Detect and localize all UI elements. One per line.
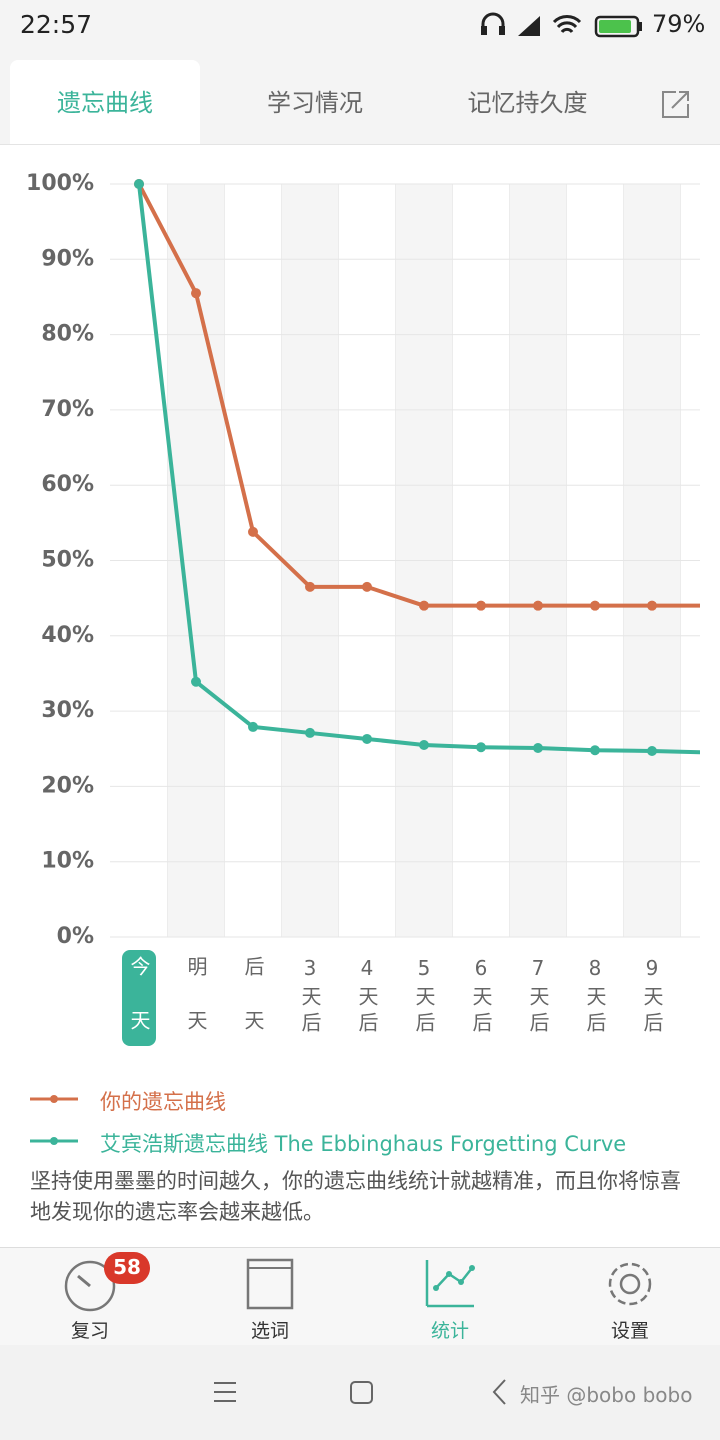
nav-item[interactable]: 统计: [430, 1320, 469, 1342]
tab[interactable]: 遗忘曲线: [10, 60, 200, 144]
badge: 58: [113, 1255, 141, 1279]
watermark: 知乎 @bobo bobo: [520, 1383, 693, 1407]
data-point: [647, 600, 657, 611]
y-tick-label: 100%: [26, 171, 94, 196]
tab[interactable]: 学习情况: [267, 89, 363, 117]
y-tick-label: 70%: [41, 397, 94, 422]
data-point: [476, 742, 486, 753]
y-tick-label: 80%: [41, 322, 94, 347]
legend-keys: [30, 1095, 78, 1145]
tab[interactable]: 记忆持久度: [467, 89, 588, 117]
nav-icons: [64, 1252, 652, 1312]
selected-day: [122, 950, 156, 1046]
data-point: [191, 288, 201, 299]
legend-label: 艾宾浩斯遗忘曲线 The Ebbinghaus Forgetting Curve: [100, 1132, 627, 1156]
x-tick-label[interactable]: 今天: [127, 956, 151, 1064]
y-tick-label: 0%: [57, 924, 94, 949]
data-point: [476, 600, 486, 611]
data-point: [590, 745, 600, 756]
x-tick-label[interactable]: 后天: [241, 956, 265, 1064]
nav-item[interactable]: 选词: [250, 1320, 289, 1342]
y-tick-label: 40%: [41, 623, 94, 648]
data-point: [305, 581, 315, 592]
status-bar: 22:57 79%: [0, 0, 720, 50]
x-tick-label[interactable]: 6天后: [469, 956, 493, 1038]
y-tick-label: 60%: [41, 472, 94, 497]
battery-level: 79%: [652, 10, 706, 38]
data-point: [305, 727, 315, 738]
data-point: [704, 601, 714, 611]
data-point: [590, 600, 600, 611]
legend-label: 你的遗忘曲线: [100, 1090, 226, 1114]
legend-key-dot: [50, 1137, 58, 1145]
system-buttons: [214, 1379, 506, 1405]
data-point: [248, 721, 258, 732]
data-point: [704, 748, 714, 758]
y-tick-label: 50%: [41, 548, 94, 573]
x-tick-label[interactable]: 7天后: [526, 956, 550, 1038]
x-tick-label[interactable]: 3天后: [298, 956, 322, 1038]
data-point: [533, 600, 543, 611]
data-point: [419, 600, 429, 611]
y-tick-label: 10%: [41, 849, 94, 874]
x-tick-label[interactable]: 5天后: [412, 956, 436, 1038]
y-tick-label: 90%: [41, 246, 94, 271]
x-tick-label[interactable]: 明天: [184, 956, 208, 1064]
x-tick-label[interactable]: 8天后: [583, 956, 607, 1038]
tab-bar: 遗忘曲线 学习情况 记忆持久度: [0, 50, 720, 145]
data-point: [362, 581, 372, 592]
bottom-nav: 58 复习 选词 统计 设置: [0, 1247, 720, 1345]
nav-item[interactable]: 设置: [610, 1320, 649, 1342]
system-nav: 知乎 @bobo bobo: [0, 1345, 720, 1440]
x-tick-label[interactable]: 4天后: [355, 956, 379, 1038]
clock: 22:57: [20, 10, 93, 39]
status-icons: [481, 12, 642, 38]
data-point: [647, 746, 657, 757]
data-point: [533, 742, 543, 753]
nav-item[interactable]: 复习: [70, 1320, 109, 1342]
grid: [110, 183, 700, 938]
data-point: [419, 739, 429, 750]
y-tick-label: 30%: [41, 698, 94, 723]
y-tick-label: 20%: [41, 773, 94, 798]
legend-key-dot: [50, 1095, 58, 1103]
data-point: [362, 733, 372, 744]
data-point: [191, 676, 201, 687]
data-point: [134, 179, 144, 189]
data-point: [248, 526, 258, 537]
note: 坚持使用墨墨的时间越久，你的遗忘曲线统计就越精准，而且你将惊喜地发现你的遗忘率会…: [30, 1169, 681, 1224]
share-icon[interactable]: [660, 88, 692, 120]
x-tick-label[interactable]: 9天后: [640, 956, 664, 1038]
plot: [134, 179, 714, 758]
chart: 0% 10% 20% 30% 40% 50% 60% 70% 80% 90% 100%: [26, 171, 714, 1046]
